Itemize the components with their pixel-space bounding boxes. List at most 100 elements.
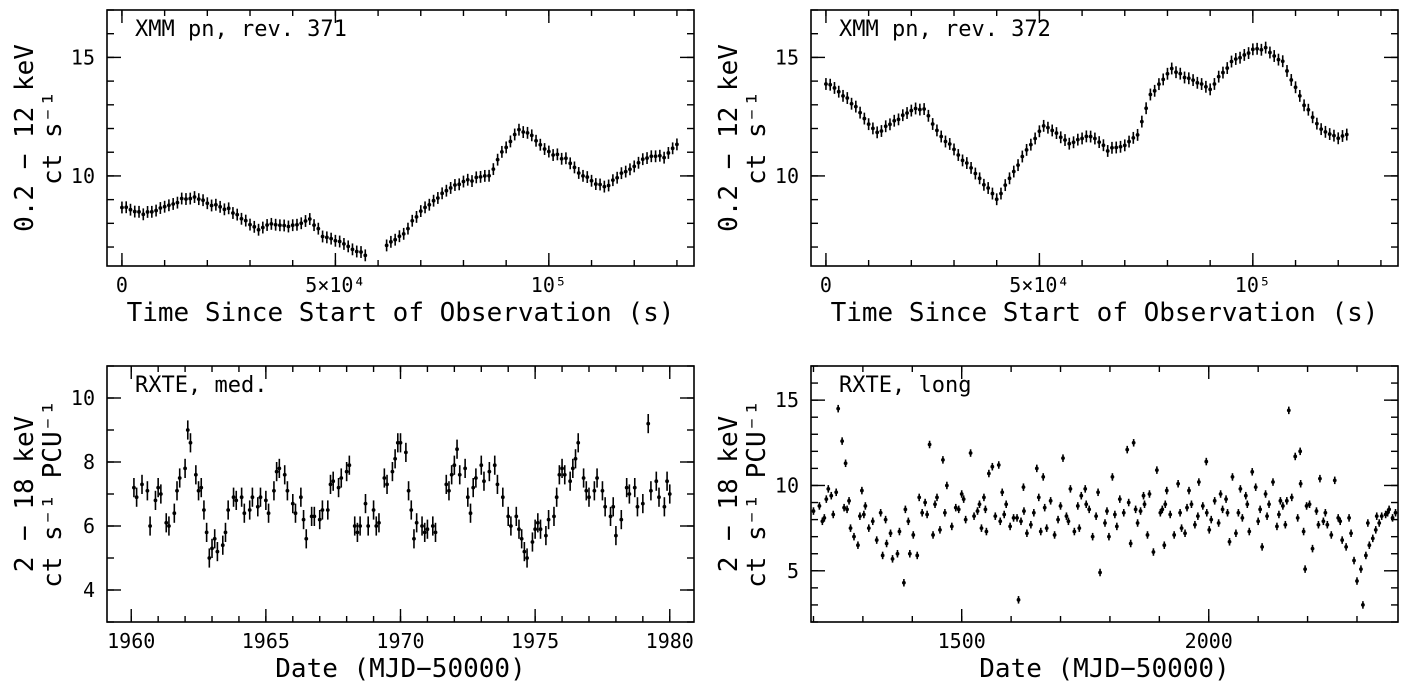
data-point [1280,504,1285,508]
data-point [252,224,257,229]
data-point [1034,466,1039,471]
data-point [657,495,661,500]
data-point [1021,485,1026,490]
data-point [1208,87,1213,92]
data-point [1393,510,1398,515]
data-point [1332,478,1337,483]
data-point [1075,504,1080,508]
data-point [883,517,888,522]
data-point [132,485,136,490]
data-point [858,110,862,115]
data-point [344,469,349,474]
data-point [1083,486,1088,491]
data-point [179,196,184,201]
data-point [611,504,616,509]
data-point [907,551,912,556]
data-point [1162,543,1167,548]
data-point [1352,558,1356,563]
data-point [555,152,560,157]
data-point [301,517,306,522]
data-point [235,212,240,217]
data-point [465,495,470,500]
data-point [1186,76,1191,81]
data-point [847,498,851,503]
data-point [1204,459,1209,464]
data-point [1191,78,1195,83]
data-point [239,216,244,221]
data-point [602,184,607,189]
data-point [853,104,858,109]
data-point [448,186,453,190]
data-point [608,514,613,519]
data-point [994,197,999,202]
data-point [1058,135,1063,140]
data-point [824,497,829,502]
data-point [1379,514,1384,519]
data-point [1028,522,1033,527]
data-point [517,527,521,532]
data-point [1323,129,1328,134]
data-point [193,472,198,477]
data-point [196,488,201,493]
data-point [990,464,995,469]
data-point [610,178,615,183]
data-point [670,146,675,151]
data-point [339,476,344,480]
x-tick-label: 1960 [107,629,155,653]
data-point [218,204,223,209]
data-point [444,188,449,193]
data-point [1323,510,1328,515]
data-point [879,129,884,133]
data-point [290,501,295,506]
data-point [584,488,589,493]
data-point [1056,517,1060,522]
data-point [213,202,218,207]
data-point [277,223,282,228]
y-axis-label: 0.2 − 12 keV [10,44,40,232]
panel-label: RXTE, long [839,373,971,398]
data-point [900,113,905,118]
data-point [350,247,355,252]
data-point [1071,140,1076,145]
data-point [1135,132,1140,137]
data-point [1002,512,1007,517]
data-point [120,205,124,210]
data-point [592,488,597,493]
data-point [309,514,314,519]
data-point [495,482,500,487]
data-point [514,514,519,519]
data-point [403,450,408,455]
data-point [286,224,291,229]
data-point [1385,510,1390,515]
data-point [1195,80,1200,85]
data-point [892,118,897,123]
data-point [418,209,423,213]
data-point [1179,526,1184,531]
data-point [1276,57,1281,62]
data-point [1068,486,1073,491]
data-point [606,183,611,188]
x-tick-label: 1980 [646,629,694,653]
data-point [1107,534,1111,539]
data-point [1316,522,1321,527]
data-point [312,514,317,519]
data-point [1238,486,1243,491]
data-point [1133,507,1138,512]
data-point [447,488,451,493]
data-point [482,174,487,178]
data-point [909,108,914,113]
data-point [420,524,424,528]
data-point [1298,481,1303,486]
data-point [963,517,968,522]
data-point [1114,145,1119,150]
data-point [1046,125,1050,130]
data-point [911,533,916,537]
data-point [956,153,961,157]
data-point [1207,527,1212,532]
data-point [390,469,395,474]
data-point [581,173,585,178]
data-point [1289,495,1294,500]
data-point [1118,144,1123,149]
data-point [1286,408,1291,413]
data-point [1163,502,1168,507]
